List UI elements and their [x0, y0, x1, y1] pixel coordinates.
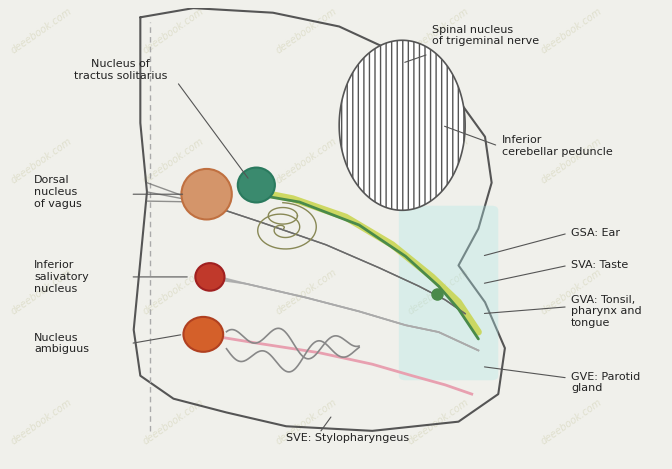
Text: Inferior
salivatory
nucleus: Inferior salivatory nucleus	[34, 260, 89, 294]
Ellipse shape	[181, 169, 232, 219]
Ellipse shape	[238, 167, 275, 203]
Text: SVA: Taste: SVA: Taste	[571, 260, 628, 271]
Text: deeebook.com: deeebook.com	[141, 267, 206, 316]
Text: deeebook.com: deeebook.com	[274, 267, 339, 316]
Text: deeebook.com: deeebook.com	[406, 6, 471, 56]
FancyBboxPatch shape	[399, 206, 498, 380]
Text: GVA: Tonsil,
pharynx and
tongue: GVA: Tonsil, pharynx and tongue	[571, 295, 642, 328]
Text: deeebook.com: deeebook.com	[141, 397, 206, 446]
Text: deeebook.com: deeebook.com	[406, 267, 471, 316]
Text: deeebook.com: deeebook.com	[9, 6, 73, 56]
Ellipse shape	[183, 317, 223, 352]
Text: deeebook.com: deeebook.com	[9, 267, 73, 316]
Text: deeebook.com: deeebook.com	[274, 6, 339, 56]
Text: deeebook.com: deeebook.com	[539, 6, 603, 56]
Text: Nucleus of
tractus solitarius: Nucleus of tractus solitarius	[74, 60, 167, 81]
Text: deeebook.com: deeebook.com	[406, 397, 471, 446]
Text: deeebook.com: deeebook.com	[406, 136, 471, 186]
Text: deeebook.com: deeebook.com	[9, 397, 73, 446]
Text: Inferior
cerebellar peduncle: Inferior cerebellar peduncle	[501, 135, 612, 157]
Text: deeebook.com: deeebook.com	[539, 267, 603, 316]
Text: deeebook.com: deeebook.com	[539, 397, 603, 446]
Text: Spinal nucleus
of trigeminal nerve: Spinal nucleus of trigeminal nerve	[432, 25, 539, 46]
Text: deeebook.com: deeebook.com	[9, 136, 73, 186]
Polygon shape	[339, 40, 465, 210]
Text: GSA: Ear: GSA: Ear	[571, 228, 620, 238]
Text: deeebook.com: deeebook.com	[141, 136, 206, 186]
Text: deeebook.com: deeebook.com	[539, 136, 603, 186]
Text: deeebook.com: deeebook.com	[274, 397, 339, 446]
Ellipse shape	[196, 263, 224, 291]
Text: Nucleus
ambiguus: Nucleus ambiguus	[34, 333, 89, 355]
Text: GVE: Parotid
gland: GVE: Parotid gland	[571, 372, 640, 393]
Text: deeebook.com: deeebook.com	[141, 6, 206, 56]
Text: Dorsal
nucleus
of vagus: Dorsal nucleus of vagus	[34, 175, 82, 209]
Text: SVE: Stylopharyngeus: SVE: Stylopharyngeus	[286, 433, 409, 443]
Text: deeebook.com: deeebook.com	[274, 136, 339, 186]
